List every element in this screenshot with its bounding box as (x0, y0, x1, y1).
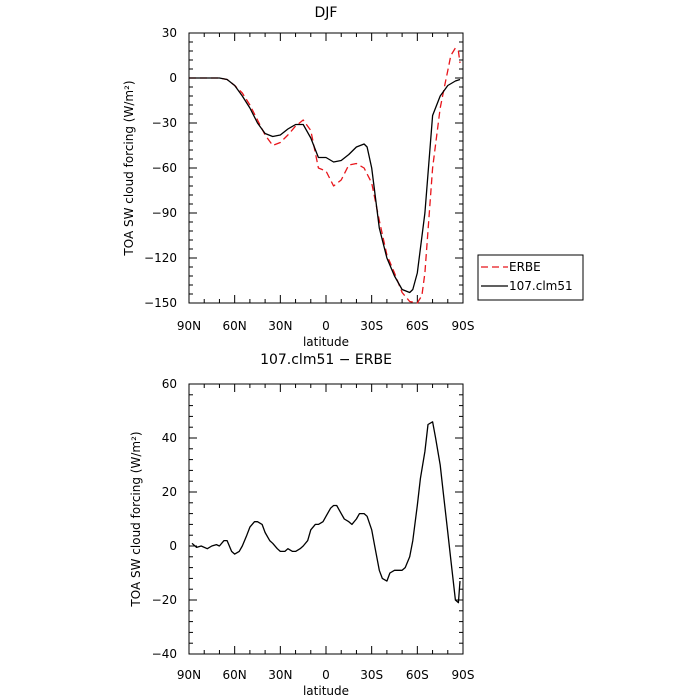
y-tick-label: 60 (162, 377, 177, 391)
x-tick-label: 30N (268, 668, 292, 682)
x-tick-label: 90N (177, 319, 201, 333)
y-tick-label: −20 (152, 593, 177, 607)
x-tick-label: 60N (223, 668, 247, 682)
y-tick-label: 40 (162, 431, 177, 445)
legend-label: ERBE (509, 260, 541, 274)
y-tick-label: 30 (162, 26, 177, 40)
x-tick-label: 60S (406, 668, 429, 682)
y-tick-label: 20 (162, 485, 177, 499)
series-line-0 (191, 421, 461, 604)
legend: ERBE 107.clm51 (477, 254, 584, 301)
x-tick-label: 60S (406, 319, 429, 333)
y-tick-label: −150 (144, 296, 177, 310)
x-tick-label: 60N (223, 319, 247, 333)
legend-label: 107.clm51 (509, 279, 573, 293)
series-line-0 (189, 47, 461, 304)
y-tick-label: −30 (152, 116, 177, 130)
chart-title: DJF (315, 5, 338, 21)
x-tick-label: 0 (322, 668, 330, 682)
x-tick-label: 90S (452, 668, 475, 682)
y-tick-label: −60 (152, 161, 177, 175)
y-axis-label: TOA SW cloud forcing (W/m²) (122, 80, 136, 256)
x-tick-label: 30S (360, 668, 383, 682)
legend-box (477, 254, 584, 301)
plot-frame (188, 32, 464, 304)
y-tick-label: −120 (144, 251, 177, 265)
y-tick-label: 0 (169, 71, 177, 85)
x-tick-label: 30S (360, 319, 383, 333)
x-tick-label: 90S (452, 319, 475, 333)
chart-title: 107.clm51 − ERBE (260, 352, 392, 368)
y-tick-label: −40 (152, 647, 177, 661)
x-tick-label: 30N (268, 319, 292, 333)
x-tick-label: 0 (322, 319, 330, 333)
y-tick-label: 0 (169, 539, 177, 553)
x-axis-label: latitude (303, 684, 349, 698)
plot-frame (188, 383, 464, 655)
x-axis-label: latitude (303, 335, 349, 349)
x-tick-label: 90N (177, 668, 201, 682)
y-tick-label: −90 (152, 206, 177, 220)
series-line-1 (189, 77, 461, 294)
y-axis-label: TOA SW cloud forcing (W/m²) (129, 431, 143, 607)
